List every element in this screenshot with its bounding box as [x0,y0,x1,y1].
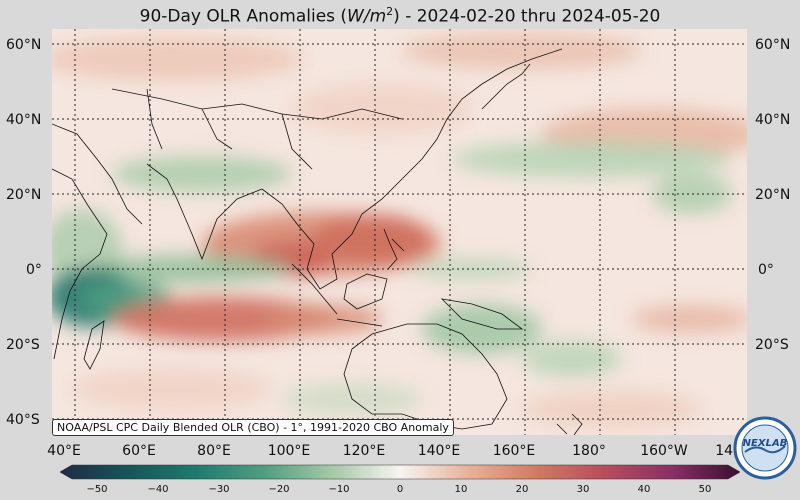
lat-label-40s: 40°S [6,412,40,428]
lat-label-20n: 20°N [6,187,42,203]
lon-label-60e: 60°E [122,443,156,459]
svg-text:NEXLAB: NEXLAB [743,438,788,449]
lon-label-100e: 100°E [267,443,311,459]
colorbar-tick-30: 30 [576,484,590,495]
lon-label-160e: 160°E [492,443,536,459]
lon-label-40e: 40°E [47,443,81,459]
colorbar-tick-10: 10 [454,484,468,495]
lat-label-20s: 20°S [6,337,40,353]
lat-label-20s-right: 20°S [755,337,789,353]
lon-label-140e: 140°E [417,443,461,459]
colorbar-tick-m30: −30 [208,484,230,495]
colorbar-tick-20: 20 [515,484,529,495]
lat-label-40n: 40°N [6,112,42,128]
lon-label-180: 180° [572,443,606,459]
chart-title: 90-Day OLR Anomalies (W/m2) - 2024-02-20… [139,5,661,27]
lon-label-80e: 80°E [197,443,231,459]
colorbar-tick-m20: −20 [268,484,290,495]
colorbar-tick-50: 50 [698,484,712,495]
colorbar-tick-m10: −10 [328,484,350,495]
lat-label-40n-right: 40°N [755,112,791,128]
lat-label-0: 0° [26,262,42,278]
lon-label-120e: 120°E [342,443,386,459]
nexlab-logo: NEXLAB [733,416,797,480]
olr-anomaly-map [52,29,747,435]
lon-label-160w: 160°W [640,443,688,459]
colorbar-tick-m40: −40 [147,484,169,495]
colorbar-tick-0: 0 [396,484,404,495]
coastlines [52,48,583,435]
colorbar-tick-m50: −50 [86,484,108,495]
map-panel [52,29,747,435]
lat-label-60n-right: 60°N [755,37,791,53]
data-credit: NOAA/PSL CPC Daily Blended OLR (CBO) - 1… [52,419,454,436]
colorbar-tick-40: 40 [637,484,651,495]
colorbar [60,464,740,480]
lat-label-0-right: 0° [758,262,774,278]
lat-label-20n-right: 20°N [755,187,791,203]
lat-label-60n: 60°N [6,37,42,53]
